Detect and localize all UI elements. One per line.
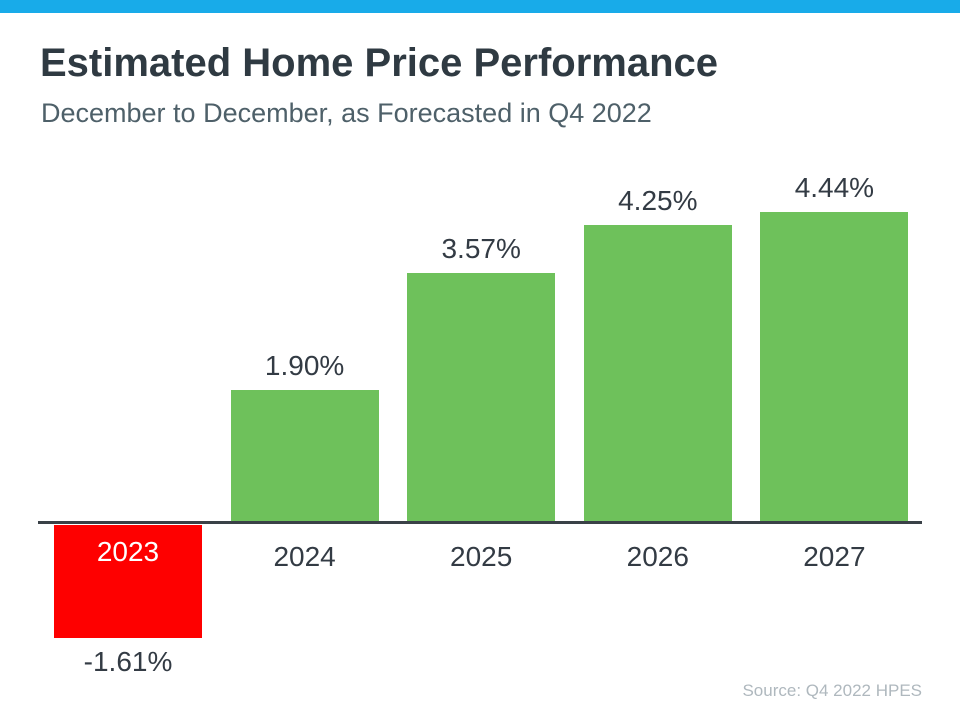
- value-label-2024: 1.90%: [264, 350, 345, 381]
- bar-2027: [760, 212, 909, 523]
- bar-2025: [407, 273, 556, 523]
- bar-2026: [583, 225, 732, 523]
- top-accent-bar: [0, 0, 960, 13]
- page-title: Estimated Home Price Performance: [40, 41, 719, 85]
- value-label-2023: -1.61%: [83, 646, 173, 677]
- category-label-2024: 2024: [273, 541, 336, 572]
- value-label-2027: 4.44%: [794, 172, 875, 203]
- category-label-2026: 2026: [626, 541, 689, 572]
- bar-2024: [230, 390, 379, 523]
- source-note: Source: Q4 2022 HPES: [742, 681, 922, 700]
- category-label-2027: 2027: [803, 541, 866, 572]
- category-label-2025: 2025: [450, 541, 513, 572]
- page-subtitle: December to December, as Forecasted in Q…: [41, 98, 652, 128]
- category-label-2023: 2023: [96, 536, 160, 567]
- bar-2023: [54, 525, 202, 638]
- value-label-2026: 4.25%: [618, 185, 698, 216]
- x-axis-line: [38, 521, 922, 524]
- value-label-2025: 3.57%: [441, 233, 521, 264]
